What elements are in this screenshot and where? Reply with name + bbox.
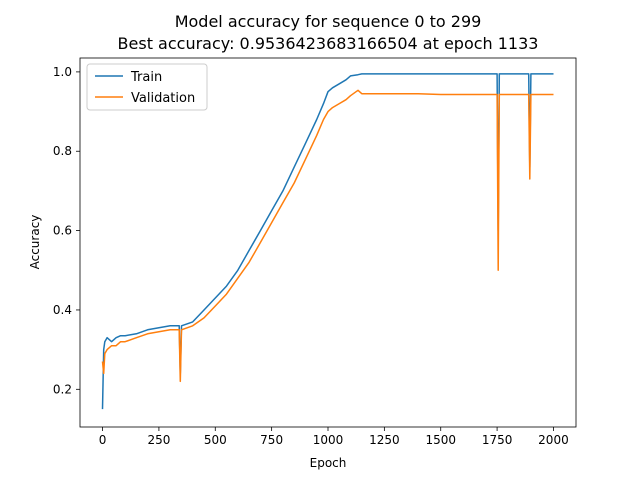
- x-axis-label: Epoch: [310, 456, 347, 470]
- x-tick-label: 1500: [425, 433, 456, 447]
- series-line-train: [101, 73, 554, 410]
- chart-title: Model accuracy for sequence 0 to 299: [175, 12, 482, 31]
- y-tick-label: 1.0: [53, 65, 72, 79]
- y-tick-label: 0.2: [53, 382, 72, 396]
- x-tick-label: 0: [99, 433, 107, 447]
- x-tick-label: 750: [260, 433, 283, 447]
- legend: Train Validation: [86, 63, 208, 111]
- legend-label-validation: Validation: [131, 91, 195, 106]
- y-tick-label: 0.6: [53, 224, 72, 238]
- x-tick-label: 1750: [482, 433, 513, 447]
- x-tick-label: 1000: [313, 433, 344, 447]
- x-tick-label: 250: [147, 433, 170, 447]
- x-tick-label: 500: [204, 433, 227, 447]
- y-tick-label: 0.8: [53, 144, 72, 158]
- x-tick-label: 2000: [538, 433, 569, 447]
- series-line-validation: [101, 89, 554, 383]
- y-axis-label: Accuracy: [28, 215, 42, 270]
- chart-subtitle: Best accuracy: 0.9536423683166504 at epo…: [118, 34, 539, 53]
- legend-label-train: Train: [130, 70, 162, 85]
- plot-lines: [101, 73, 554, 410]
- axes: 0 250 500 750 1000 1250 1500 1750 2000 0.2 0.4 0.6 0…: [53, 57, 577, 447]
- x-tick-label: 1250: [369, 433, 400, 447]
- y-tick-label: 0.4: [53, 303, 72, 317]
